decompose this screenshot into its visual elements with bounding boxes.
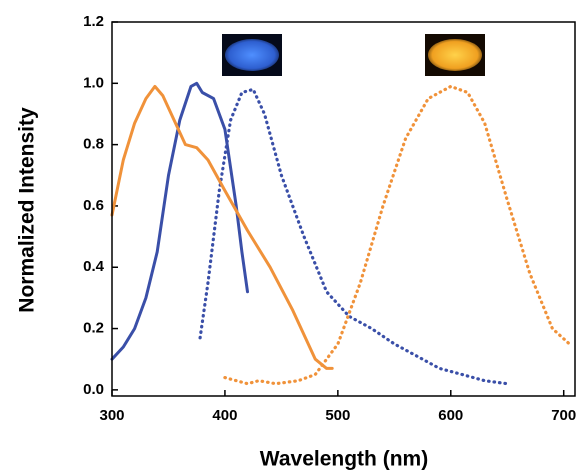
line bbox=[110, 84, 334, 370]
y-tick-label: 0.8 bbox=[83, 136, 104, 153]
x-axis-title: Wavelength (nm) bbox=[260, 448, 428, 471]
y-tick-label: 0.6 bbox=[83, 197, 104, 214]
y-tick-label: 1.0 bbox=[83, 74, 104, 91]
y-tick-label: 0.0 bbox=[83, 381, 104, 398]
x-tick-label: 600 bbox=[438, 407, 463, 424]
x-tick-label: 300 bbox=[99, 407, 124, 424]
y-tick-label: 0.2 bbox=[83, 320, 104, 337]
y-axis-title: Normalized Intensity bbox=[16, 107, 39, 313]
line bbox=[198, 87, 509, 386]
y-tick-label: 1.2 bbox=[83, 13, 104, 30]
blue-sample-glow bbox=[225, 39, 279, 71]
orange-sample-glow bbox=[428, 39, 482, 71]
line bbox=[110, 81, 249, 361]
x-tick-label: 500 bbox=[325, 407, 350, 424]
line bbox=[223, 84, 571, 386]
y-tick-label: 0.4 bbox=[83, 258, 105, 275]
x-tick-label: 700 bbox=[551, 407, 576, 424]
x-tick-label: 400 bbox=[212, 407, 237, 424]
plot-frame bbox=[111, 21, 576, 397]
